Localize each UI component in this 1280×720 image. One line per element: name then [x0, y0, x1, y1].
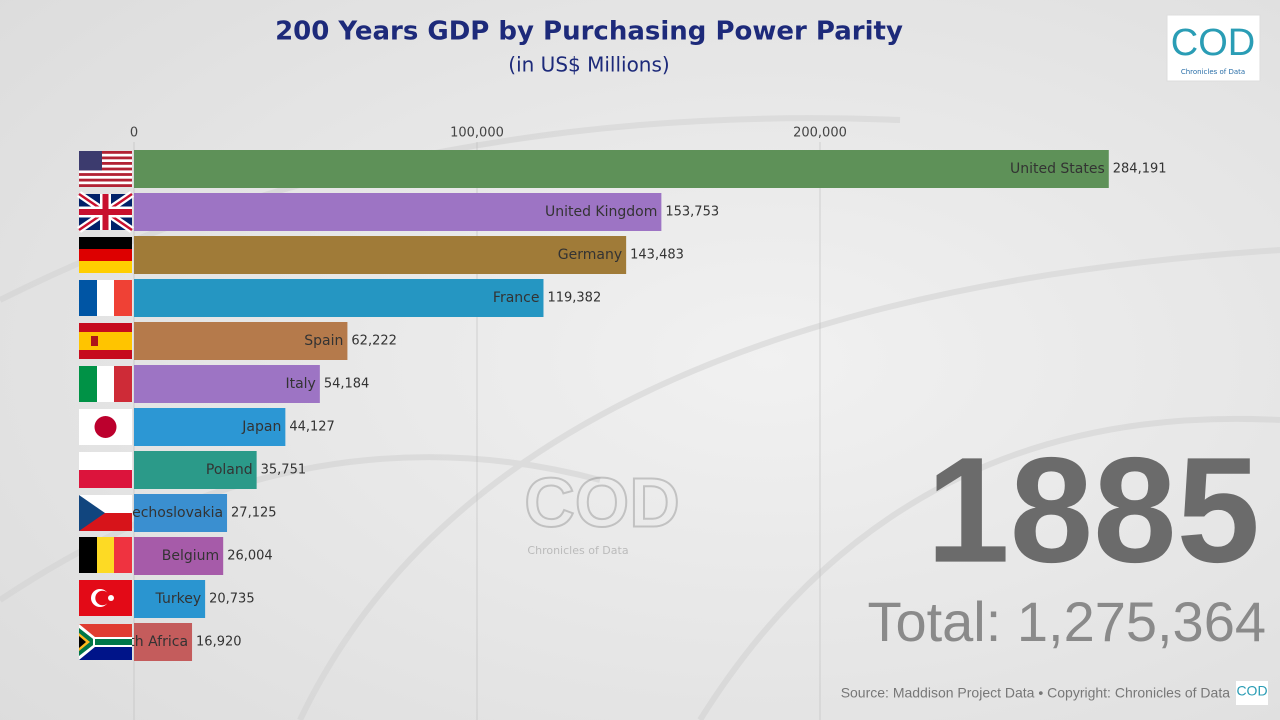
- value-label: 284,191: [1113, 162, 1167, 177]
- bar: [134, 236, 627, 274]
- year: 1885: [926, 426, 1260, 594]
- bar-label: Spain: [304, 333, 343, 349]
- chart-title: 200 Years GDP by Purchasing Power Parity: [275, 17, 903, 47]
- flag: [79, 280, 132, 316]
- bar-label: Czechoslovakia: [115, 505, 223, 521]
- bar: [134, 408, 286, 446]
- flags: [77, 151, 134, 660]
- value-label: 143,483: [630, 248, 684, 263]
- total: Total: 1,275,364: [867, 590, 1266, 653]
- x-tick-label: 100,000: [450, 126, 504, 141]
- flag: [79, 624, 132, 660]
- flag: [79, 452, 132, 488]
- bar: [134, 580, 206, 618]
- value-label: 153,753: [665, 205, 719, 220]
- bar: [134, 322, 348, 360]
- value-label: 27,125: [231, 506, 277, 521]
- logo-box: [1166, 14, 1261, 82]
- value-label: 16,920: [196, 635, 242, 650]
- bar: [134, 279, 544, 317]
- value-label: 20,735: [209, 592, 255, 607]
- bar-label: Poland: [206, 462, 253, 478]
- bar-label: United Kingdom: [545, 204, 657, 220]
- bar-label: Belgium: [162, 548, 219, 564]
- bar-label: Japan: [241, 419, 281, 435]
- bars: 0 100,000 200,000 United States 284,191 Unite…: [103, 126, 1167, 720]
- bar-label: Turkey: [155, 591, 202, 607]
- logo: COD: [1171, 22, 1255, 64]
- watermark-tagline: Chronicles of Data: [527, 544, 628, 557]
- bar: [134, 623, 193, 661]
- bar: [134, 537, 224, 575]
- flag: [79, 366, 132, 402]
- bar: [134, 150, 1109, 188]
- watermark: COD Chronicles of Data: [523, 462, 681, 557]
- logo-tagline: Chronicles of Data: [1181, 68, 1245, 76]
- flag: [79, 580, 132, 616]
- flag: [79, 409, 132, 445]
- value-label: 35,751: [261, 463, 307, 478]
- flag: [77, 191, 134, 233]
- value-label: 62,222: [351, 334, 397, 349]
- x-tick-label: 200,000: [793, 126, 847, 141]
- small-logo: COD: [1236, 683, 1267, 699]
- chart-subtitle: (in US$ Millions): [508, 53, 669, 77]
- flag: [79, 237, 132, 273]
- bar: [134, 365, 320, 403]
- bar: [134, 451, 257, 489]
- source: Source: Maddison Project Data • Copyrigh…: [841, 685, 1231, 701]
- flag: [79, 495, 132, 531]
- bar-label: United States: [1010, 161, 1105, 177]
- flag: [79, 323, 132, 359]
- watermark-logo: COD: [524, 463, 680, 541]
- small-logo-box: [1236, 681, 1268, 705]
- value-label: 54,184: [324, 377, 370, 392]
- value-label: 26,004: [227, 549, 273, 564]
- bar-label: France: [493, 290, 540, 306]
- bar: [134, 494, 228, 532]
- flag: [79, 151, 132, 187]
- bar-label: Germany: [558, 247, 622, 263]
- value-label: 44,127: [289, 420, 335, 435]
- bar-label: Italy: [285, 376, 315, 392]
- bar: [134, 193, 662, 231]
- x-tick-label: 0: [130, 126, 138, 141]
- value-label: 119,382: [547, 291, 601, 306]
- flag: [79, 537, 132, 573]
